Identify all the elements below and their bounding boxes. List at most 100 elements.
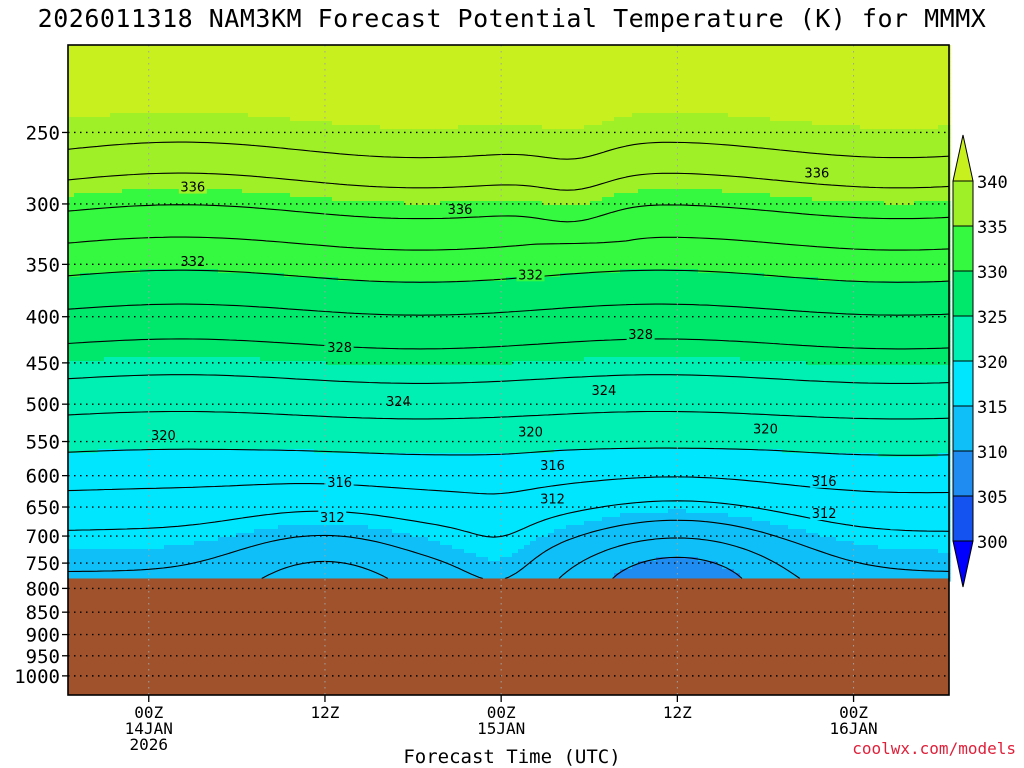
- field-cell: [260, 365, 267, 370]
- field-cell: [206, 457, 213, 462]
- field-cell: [146, 493, 153, 498]
- field-cell: [176, 229, 183, 234]
- field-cell: [122, 509, 129, 514]
- field-cell: [170, 61, 177, 66]
- field-cell: [86, 465, 93, 470]
- field-cell: [188, 505, 195, 510]
- field-cell: [260, 361, 267, 366]
- field-cell: [140, 81, 147, 86]
- field-cell: [260, 481, 267, 486]
- field-cell: [254, 489, 261, 494]
- field-cell: [170, 229, 177, 234]
- field-cell: [242, 181, 249, 186]
- field-cell: [128, 537, 135, 542]
- field-cell: [212, 489, 219, 494]
- field-cell: [116, 233, 123, 238]
- field-cell: [158, 461, 165, 466]
- field-cell: [122, 533, 129, 538]
- field-cell: [176, 89, 183, 94]
- field-cell: [188, 533, 195, 538]
- field-cell: [230, 61, 237, 66]
- field-cell: [122, 117, 129, 122]
- field-cell: [212, 45, 219, 50]
- field-cell: [260, 525, 267, 530]
- field-cell: [92, 85, 99, 90]
- field-cell: [176, 505, 183, 510]
- field-cell: [128, 349, 135, 354]
- field-cell: [236, 261, 243, 266]
- field-cell: [146, 57, 153, 62]
- field-cell: [104, 69, 111, 74]
- field-cell: [242, 261, 249, 266]
- field-cell: [140, 541, 147, 546]
- field-cell: [110, 397, 117, 402]
- field-cell: [278, 517, 285, 522]
- field-cell: [128, 409, 135, 414]
- field-cell: [110, 573, 117, 578]
- field-cell: [152, 101, 159, 106]
- field-cell: [140, 401, 147, 406]
- field-cell: [140, 281, 147, 286]
- field-cell: [230, 281, 237, 286]
- field-cell: [98, 85, 105, 90]
- field-cell: [140, 333, 147, 338]
- field-cell: [86, 565, 93, 570]
- field-cell: [164, 381, 171, 386]
- field-cell: [218, 405, 225, 410]
- field-cell: [146, 277, 153, 282]
- field-cell: [260, 425, 267, 430]
- field-cell: [200, 361, 207, 366]
- field-cell: [188, 77, 195, 82]
- field-cell: [92, 357, 99, 362]
- field-cell: [206, 289, 213, 294]
- field-cell: [260, 461, 267, 466]
- field-cell: [176, 557, 183, 562]
- field-cell: [128, 161, 135, 166]
- field-cell: [104, 481, 111, 486]
- field-cell: [230, 249, 237, 254]
- field-cell: [152, 365, 159, 370]
- field-cell: [146, 501, 153, 506]
- field-cell: [92, 433, 99, 438]
- field-cell: [272, 69, 279, 74]
- field-cell: [74, 137, 81, 142]
- field-cell: [248, 197, 255, 202]
- field-cell: [80, 485, 87, 490]
- field-cell: [164, 489, 171, 494]
- field-cell: [122, 573, 129, 578]
- field-cell: [152, 369, 159, 374]
- field-cell: [104, 257, 111, 262]
- field-cell: [152, 269, 159, 274]
- field-cell: [260, 125, 267, 130]
- field-cell: [92, 161, 99, 166]
- field-cell: [128, 553, 135, 558]
- field-cell: [254, 461, 261, 466]
- field-cell: [194, 417, 201, 422]
- field-cell: [104, 461, 111, 466]
- field-cell: [170, 161, 177, 166]
- field-cell: [176, 205, 183, 210]
- field-cell: [152, 181, 159, 186]
- field-cell: [68, 197, 75, 202]
- field-cell: [128, 329, 135, 334]
- field-cell: [80, 281, 87, 286]
- field-cell: [176, 133, 183, 138]
- field-cell: [248, 493, 255, 498]
- field-cell: [164, 121, 171, 126]
- field-cell: [164, 269, 171, 274]
- field-cell: [254, 45, 261, 50]
- field-cell: [92, 425, 99, 430]
- field-cell: [248, 405, 255, 410]
- field-cell: [260, 445, 267, 450]
- field-cell: [224, 525, 231, 530]
- field-cell: [116, 213, 123, 218]
- field-cell: [194, 105, 201, 110]
- field-cell: [116, 449, 123, 454]
- field-cell: [266, 65, 273, 70]
- field-cell: [236, 285, 243, 290]
- field-cell: [236, 461, 243, 466]
- field-cell: [134, 329, 141, 334]
- field-cell: [182, 229, 189, 234]
- field-cell: [122, 125, 129, 130]
- field-cell: [80, 105, 87, 110]
